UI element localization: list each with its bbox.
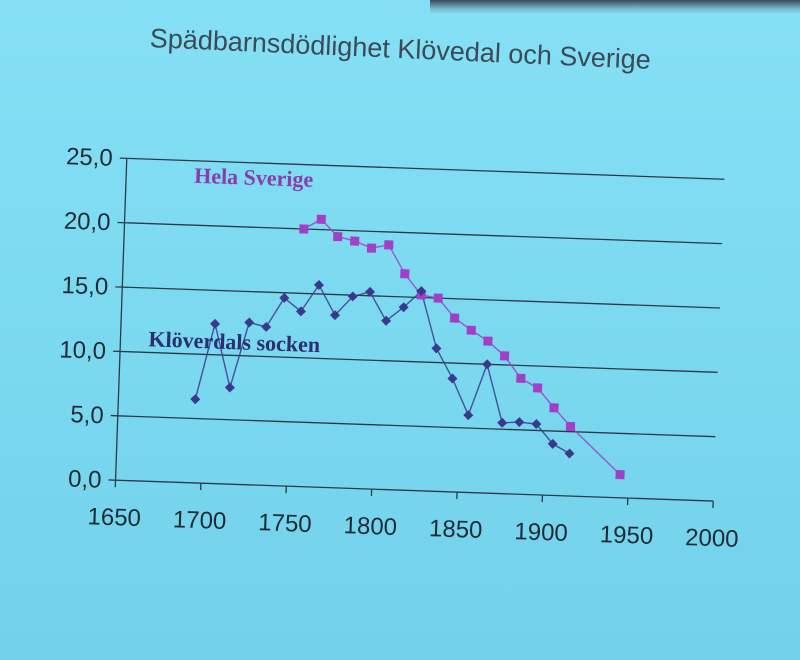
y-tick-labels: 0,0 5,0 10,0 15,0 20,0 25,0 bbox=[59, 143, 114, 494]
data-point-diamond bbox=[261, 321, 272, 332]
data-point-diamond bbox=[313, 279, 324, 290]
data-point-diamond bbox=[330, 310, 341, 321]
x-tick-label: 1700 bbox=[172, 506, 226, 535]
data-point-diamond bbox=[279, 292, 290, 303]
axes bbox=[108, 157, 714, 509]
y-tick-label: 25,0 bbox=[66, 143, 114, 172]
data-point-diamond bbox=[365, 286, 376, 297]
data-point-diamond bbox=[416, 286, 427, 297]
data-point-diamond bbox=[514, 417, 525, 428]
data-point-diamond bbox=[210, 318, 221, 329]
y-tick-label: 15,0 bbox=[61, 272, 109, 301]
x-tick-labels: 1650 1700 1750 1800 1850 1900 1950 2000 bbox=[87, 503, 739, 553]
series-line-0 bbox=[303, 218, 621, 476]
x-tick-label: 1850 bbox=[429, 515, 483, 544]
data-point-square bbox=[433, 293, 443, 303]
data-point-square bbox=[516, 373, 526, 383]
data-point-diamond bbox=[398, 302, 409, 313]
gridline bbox=[120, 350, 718, 373]
gridline bbox=[117, 415, 716, 438]
data-point-square bbox=[449, 313, 460, 323]
x-tick-label: 1800 bbox=[343, 512, 397, 541]
x-axis bbox=[115, 479, 714, 502]
y-tick-label: 0,0 bbox=[68, 466, 102, 494]
x-tick-label: 1750 bbox=[258, 509, 312, 538]
x-tick-label: 1950 bbox=[599, 521, 653, 550]
data-point-diamond bbox=[547, 438, 558, 449]
data-point-diamond bbox=[190, 394, 201, 405]
legend-label-kloverdals-socken: Klöverdals socken bbox=[148, 326, 321, 357]
data-point-square bbox=[565, 421, 576, 432]
data-point-square bbox=[316, 214, 326, 224]
x-tick-label: 1650 bbox=[87, 503, 141, 532]
data-point-diamond bbox=[431, 343, 442, 354]
data-point-diamond bbox=[463, 410, 474, 421]
legend-label-hela-sverige: Hela Sverige bbox=[194, 163, 314, 192]
data-point-square bbox=[499, 351, 510, 361]
data-point-diamond bbox=[347, 291, 358, 302]
data-point-diamond bbox=[531, 418, 542, 429]
data-point-diamond bbox=[497, 417, 508, 428]
y-axis bbox=[114, 158, 128, 481]
data-point-square bbox=[549, 403, 559, 413]
data-point-diamond bbox=[224, 382, 235, 393]
y-tick-label: 20,0 bbox=[63, 208, 111, 237]
data-point-square bbox=[299, 224, 309, 234]
series-markers bbox=[190, 214, 625, 480]
data-point-square bbox=[350, 236, 360, 246]
x-tick-label: 2000 bbox=[685, 524, 739, 553]
data-point-diamond bbox=[244, 317, 255, 328]
data-point-square bbox=[333, 231, 343, 242]
gridline bbox=[124, 222, 723, 245]
data-point-diamond bbox=[381, 315, 392, 326]
data-point-square bbox=[384, 240, 394, 250]
data-point-diamond bbox=[564, 448, 575, 459]
data-point-square bbox=[615, 469, 625, 480]
data-point-square bbox=[466, 325, 476, 335]
gridline bbox=[126, 157, 725, 180]
data-point-square bbox=[483, 336, 493, 346]
data-point-square bbox=[532, 383, 543, 393]
y-tick-label: 10,0 bbox=[59, 336, 107, 365]
x-tick-label: 1900 bbox=[514, 518, 568, 547]
series-line-1 bbox=[194, 283, 570, 455]
chart-title: Spädbarnsdödlighet Klövedal och Sverige bbox=[149, 23, 651, 75]
data-point-square bbox=[366, 243, 377, 253]
y-tick-label: 5,0 bbox=[70, 401, 104, 429]
data-point-diamond bbox=[482, 359, 493, 370]
data-point-diamond bbox=[447, 373, 458, 384]
data-point-diamond bbox=[295, 306, 306, 317]
data-point-square bbox=[400, 269, 410, 279]
screen-edge bbox=[430, 0, 800, 14]
